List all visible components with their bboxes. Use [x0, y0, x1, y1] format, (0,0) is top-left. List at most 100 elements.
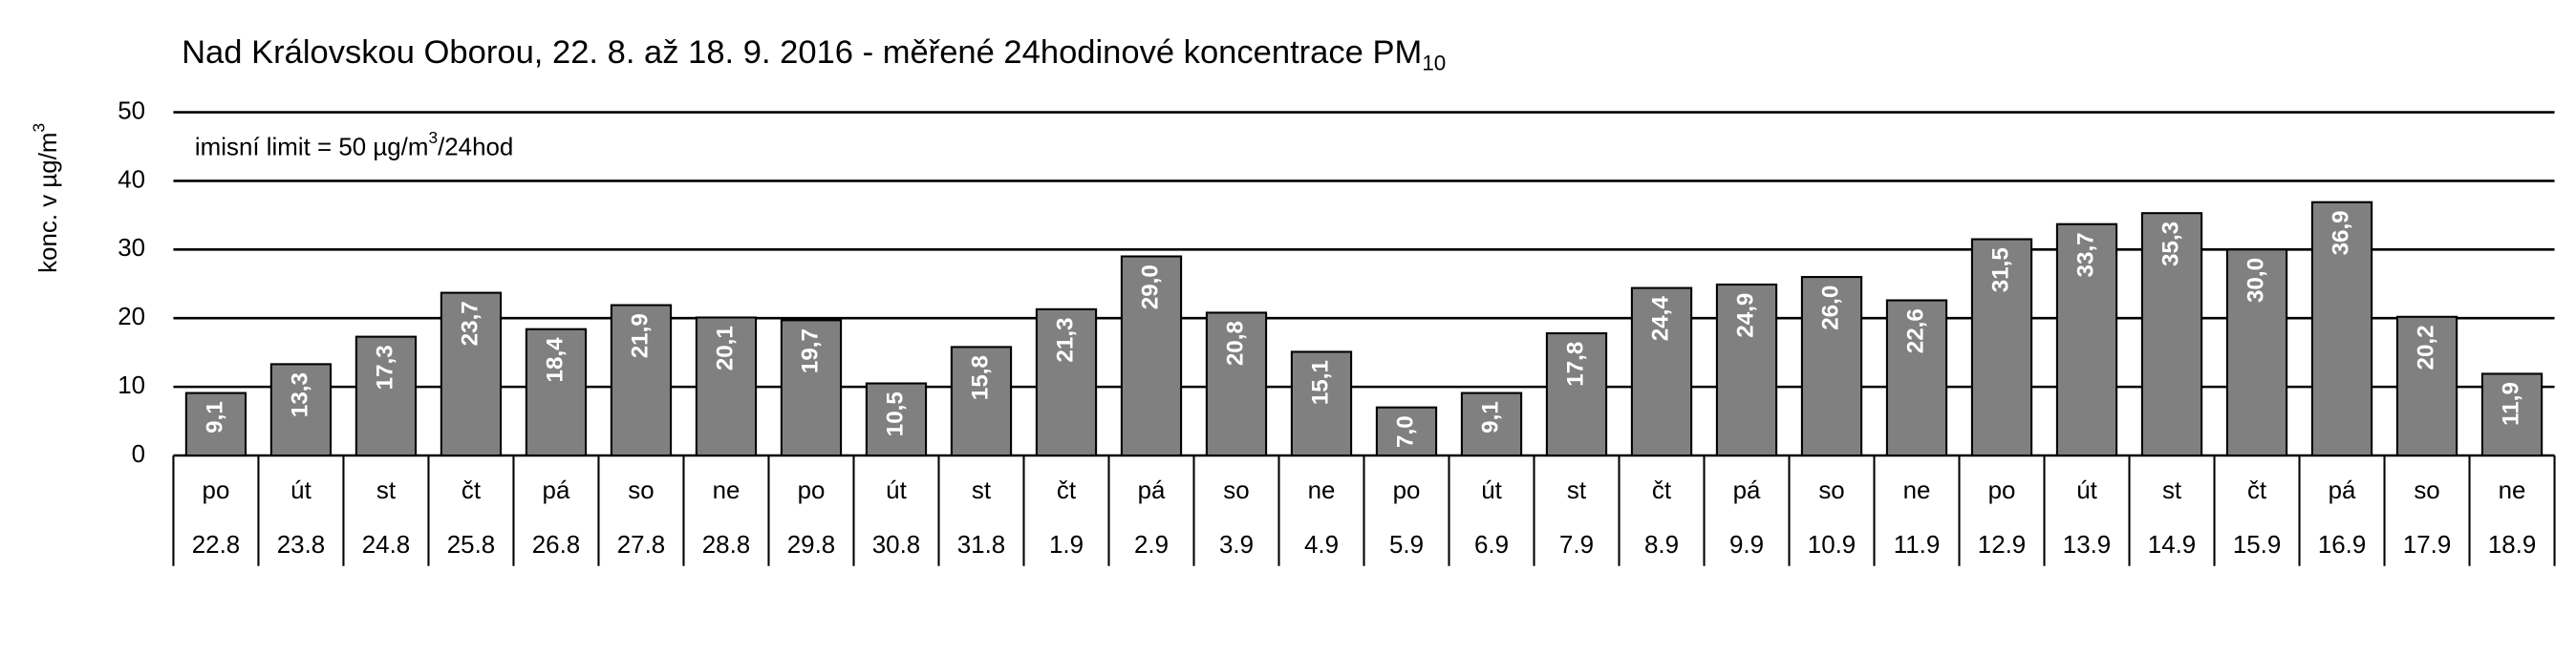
x-tick-label: 13.9 — [2063, 532, 2111, 559]
weekday-label: st — [2162, 477, 2182, 504]
weekday-label: čt — [1652, 477, 1672, 504]
bar — [1800, 276, 1863, 457]
bar — [1715, 283, 1778, 457]
weekday-label: po — [798, 477, 826, 504]
bar — [1885, 299, 1948, 457]
x-tick-label: 25.8 — [447, 532, 495, 559]
title-main: Nad Královskou Oborou, 22. 8. až 18. 9. … — [182, 34, 1422, 71]
bar — [269, 363, 333, 457]
weekday-label: pá — [543, 477, 570, 504]
weekday-label: čt — [1057, 477, 1077, 504]
weekday-label: pá — [2329, 477, 2356, 504]
weekday-label: út — [2076, 477, 2097, 504]
y-label-sup: 3 — [29, 123, 48, 133]
annotation-text: /24hod — [438, 134, 513, 160]
weekday-label: ne — [1308, 477, 1336, 504]
weekday-label: čt — [462, 477, 482, 504]
weekday-label: pá — [1733, 477, 1761, 504]
value-label: 19,7 — [797, 328, 823, 373]
x-tick-label: 30.8 — [872, 532, 920, 559]
value-label: 17,8 — [1562, 342, 1588, 387]
y-tick-label: 30 — [118, 235, 145, 262]
bar — [950, 346, 1013, 457]
annotation: imisní limit = 50 µg/m3/24hod — [195, 128, 513, 161]
y-axis-label: konc. v µg/m3 — [29, 123, 62, 273]
x-tick-label: 16.9 — [2318, 532, 2366, 559]
weekday-label: út — [886, 477, 907, 504]
value-label: 11,9 — [2498, 382, 2523, 426]
value-label: 24,4 — [1647, 296, 1673, 342]
x-tick-label: 1.9 — [1049, 532, 1084, 559]
weekday-label: ne — [1903, 477, 1931, 504]
value-label: 20,2 — [2413, 325, 2438, 370]
weekday-label: st — [376, 477, 397, 504]
weekday-label: so — [1223, 477, 1249, 504]
value-label: 36,9 — [2328, 210, 2353, 255]
x-tick-label: 9.9 — [1729, 532, 1764, 559]
bar — [1375, 406, 1438, 457]
weekday-label: út — [290, 477, 311, 504]
value-label: 20,1 — [712, 326, 738, 370]
x-tick-label: 14.9 — [2148, 532, 2196, 559]
value-label: 31,5 — [1987, 247, 2013, 292]
weekday-label: so — [1818, 477, 1844, 504]
bar — [2480, 372, 2544, 457]
weekday-label: út — [1481, 477, 1502, 504]
value-label: 15,1 — [1307, 360, 1333, 405]
bar — [2395, 315, 2458, 457]
weekday-label: po — [1988, 477, 2016, 504]
value-label: 30,0 — [2243, 258, 2268, 303]
x-tick-label: 27.8 — [617, 532, 665, 559]
bar — [2055, 222, 2118, 457]
weekday-label: po — [203, 477, 230, 504]
value-label: 18,4 — [542, 337, 568, 383]
x-tick-label: 22.8 — [192, 532, 240, 559]
x-tick-label: 12.9 — [1978, 532, 2026, 559]
value-label: 29,0 — [1137, 265, 1163, 309]
annotation-text: imisní limit = 50 µg/m — [195, 134, 429, 160]
weekday-label: st — [972, 477, 992, 504]
value-label: 21,9 — [627, 313, 653, 358]
x-tick-label: 11.9 — [1894, 532, 1941, 559]
value-label: 20,8 — [1222, 321, 1248, 366]
bar — [2225, 248, 2288, 457]
weekday-label: čt — [2247, 477, 2267, 504]
weekday-label: pá — [1138, 477, 1166, 504]
value-label: 13,3 — [287, 372, 312, 417]
title-subscript: 10 — [1422, 51, 1446, 74]
value-label: 17,3 — [372, 345, 397, 390]
x-tick-label: 10.9 — [1808, 532, 1856, 559]
weekday-label: st — [1567, 477, 1587, 504]
value-label: 22,6 — [1902, 308, 1928, 353]
x-tick-label: 29.8 — [787, 532, 835, 559]
value-label: 9,1 — [202, 401, 227, 434]
y-tick-label: 10 — [118, 372, 145, 399]
bar — [1035, 307, 1098, 457]
weekday-label: po — [1393, 477, 1421, 504]
bar — [1460, 391, 1523, 457]
x-tick-label: 28.8 — [702, 532, 750, 559]
value-label: 7,0 — [1392, 415, 1418, 448]
bar — [1970, 238, 2033, 457]
y-tick-label: 50 — [118, 97, 145, 124]
bar — [865, 382, 928, 457]
x-tick-label: 6.9 — [1474, 532, 1509, 559]
weekday-label: ne — [713, 477, 741, 504]
value-label: 10,5 — [882, 391, 908, 436]
bar — [1120, 255, 1183, 457]
bar — [1290, 350, 1353, 457]
y-tick-label: 40 — [118, 166, 145, 193]
bar — [525, 328, 588, 457]
weekday-label: ne — [2499, 477, 2526, 504]
y-tick-label: 20 — [118, 304, 145, 330]
annotation-sup: 3 — [428, 128, 438, 147]
bar — [440, 291, 503, 457]
bar — [354, 335, 418, 457]
x-tick-label: 2.9 — [1134, 532, 1169, 559]
x-tick-label: 26.8 — [532, 532, 580, 559]
chart-title: Nad Královskou Oborou, 22. 8. až 18. 9. … — [182, 34, 1446, 74]
x-tick-label: 5.9 — [1389, 532, 1424, 559]
value-label: 33,7 — [2072, 232, 2098, 277]
value-label: 15,8 — [967, 355, 993, 400]
y-tick-label: 0 — [132, 441, 145, 468]
